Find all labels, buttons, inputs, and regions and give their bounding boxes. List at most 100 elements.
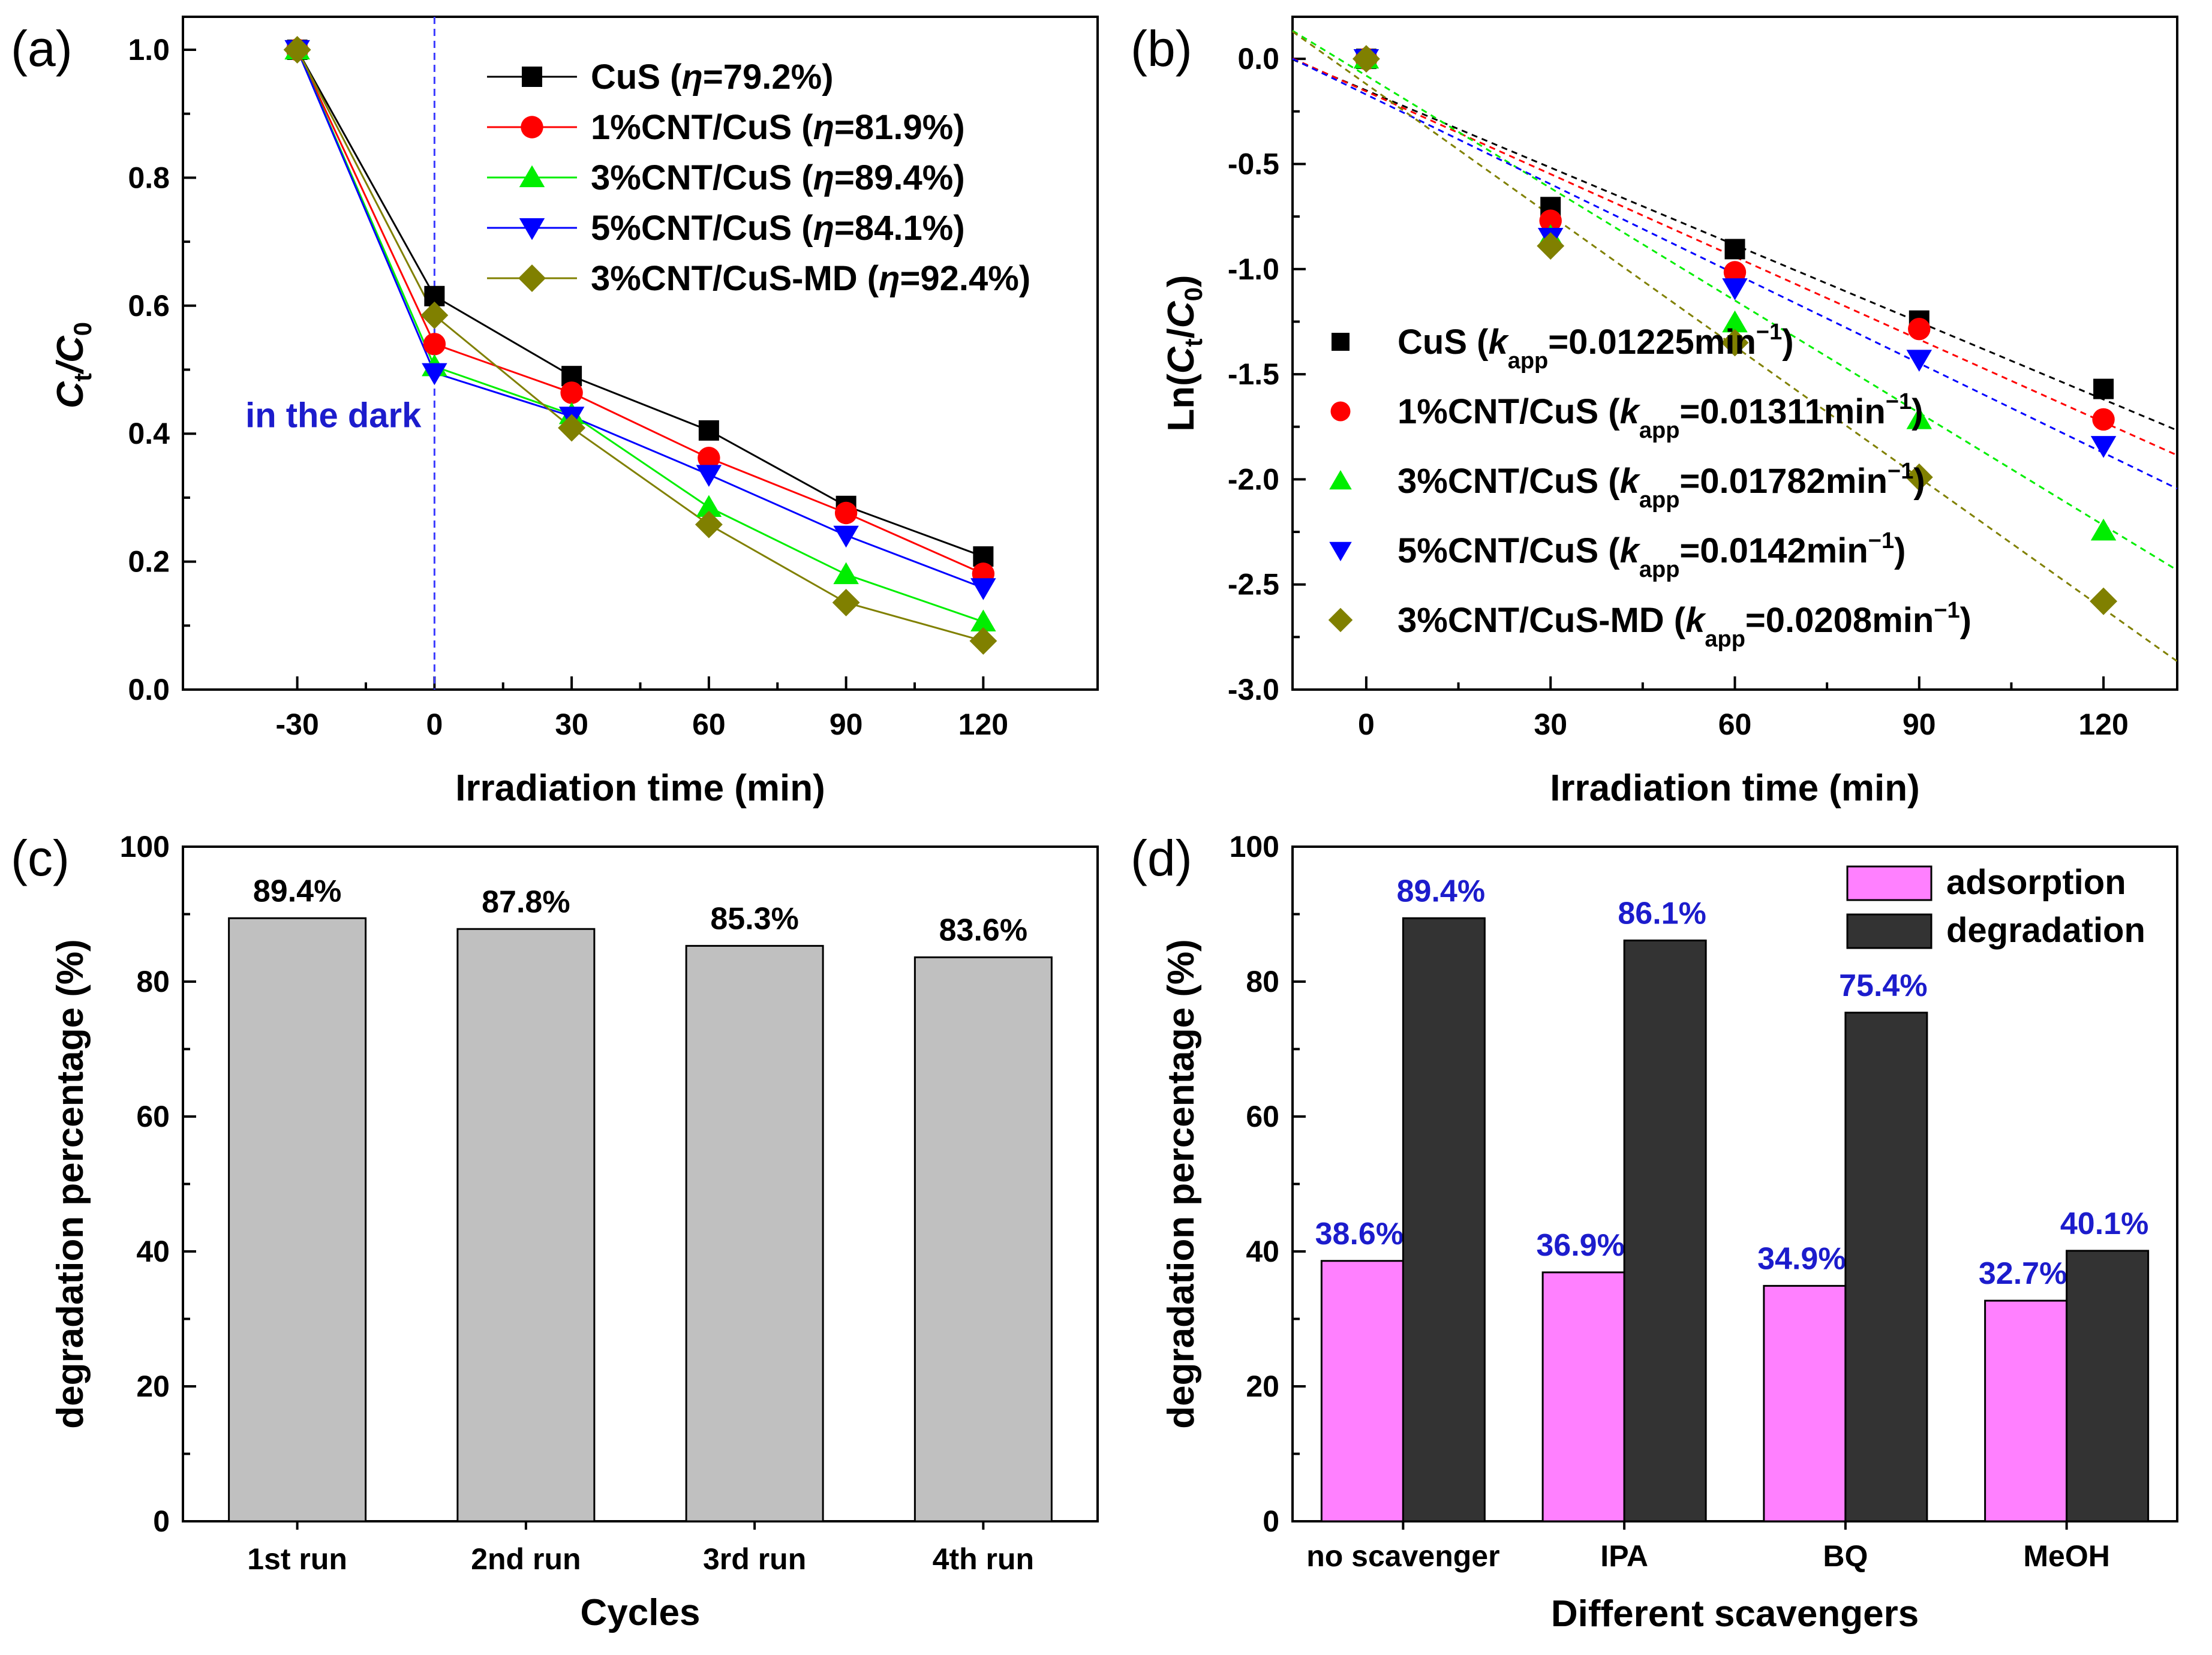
legend-entry-3pctcnt-cus-md: 3%CNT/CuS-MD (kapp=0.0208min−1) bbox=[1397, 598, 1971, 652]
x-tick-label: 0 bbox=[1358, 708, 1375, 741]
bar-value-label: 83.6% bbox=[939, 913, 1027, 948]
data-point-3pctcnt-cus-md bbox=[1537, 232, 1565, 260]
legend-marker bbox=[1330, 401, 1351, 422]
x-tick-label: 60 bbox=[1718, 708, 1752, 741]
panel-a: (a) 0.0 0.2 0.4 0.6 0.8 1.0 -30 0 30 60 90 120 Irradi… bbox=[11, 16, 1099, 809]
legend-marker bbox=[522, 67, 542, 87]
y-tick-label: 0.6 bbox=[128, 289, 170, 323]
panel-b: (b) 0.0 -0.5 -1.0 -1.5 -2.0 -2.5 -3.0 0 30 60 90 120… bbox=[1131, 16, 2178, 809]
bar-4th-run bbox=[913, 956, 1053, 1522]
legend-entry-degradation: degradation bbox=[1946, 911, 2145, 950]
y-tick-label: 60 bbox=[136, 1100, 170, 1133]
y-axis-label: Ln(Ct/C0) bbox=[1161, 275, 1207, 431]
y-tick-label: 0.0 bbox=[128, 673, 170, 706]
bar-degradation-bq bbox=[1844, 1012, 1928, 1522]
data-point-1pctcnt-cus bbox=[423, 333, 446, 356]
x-tick-label: 60 bbox=[692, 708, 726, 741]
y-tick-label: 100 bbox=[1230, 830, 1279, 863]
data-point-3pctcnt-cus-md bbox=[420, 301, 449, 329]
data-point-3pctcnt-cus bbox=[1722, 310, 1748, 333]
data-point-cus bbox=[2093, 378, 2114, 399]
x-tick-label: 4th run bbox=[933, 1542, 1034, 1576]
data-point-1pctcnt-cus bbox=[698, 447, 720, 470]
data-point-3pctcnt-cus-md bbox=[2090, 587, 2118, 615]
fit-line-5pctcnt-cus bbox=[1292, 58, 2178, 490]
bar-value-label: 38.6% bbox=[1315, 1217, 1403, 1251]
bar-value-label: 32.7% bbox=[1979, 1256, 2067, 1291]
data-point-5pctcnt-cus bbox=[2090, 436, 2117, 458]
bar-1st-run bbox=[228, 917, 367, 1522]
bar-2nd-run bbox=[456, 928, 596, 1522]
x-tick-label: 120 bbox=[2078, 708, 2128, 741]
data-point-3pctcnt-cus bbox=[696, 495, 722, 517]
series-line-3pctcnt-cus-md bbox=[296, 49, 984, 642]
legend-entry-3pctcnt-cus-md: 3%CNT/CuS-MD (η=92.4%) bbox=[591, 259, 1030, 298]
y-tick-label: -2.5 bbox=[1228, 568, 1279, 601]
legend-entry-3pctcnt-cus: 3%CNT/CuS (η=89.4%) bbox=[591, 158, 965, 197]
series-line-cus bbox=[296, 49, 984, 558]
legend-entry-5pctcnt-cus: 5%CNT/CuS (η=84.1%) bbox=[591, 209, 965, 248]
data-point-5pctcnt-cus bbox=[422, 363, 447, 386]
bar-value-label: 40.1% bbox=[2060, 1206, 2148, 1241]
panel-label: (d) bbox=[1131, 830, 1192, 886]
bar-value-label: 85.3% bbox=[710, 901, 798, 936]
legend-entry-1pctcnt-cus: 1%CNT/CuS (η=81.9%) bbox=[591, 108, 965, 147]
x-tick-label: 0 bbox=[426, 708, 443, 741]
y-axis-label: degradation percentage (%) bbox=[1161, 939, 1202, 1428]
x-tick-label: MeOH bbox=[2023, 1539, 2109, 1573]
x-tick-label: 2nd run bbox=[471, 1542, 581, 1576]
y-tick-label: 0.8 bbox=[128, 161, 170, 194]
bar-degradation-ipa bbox=[1623, 939, 1707, 1522]
x-tick-label: 120 bbox=[958, 708, 1008, 741]
legend-entry-3pctcnt-cus: 3%CNT/CuS (kapp=0.01782min−1) bbox=[1397, 459, 1925, 513]
panel-label: (c) bbox=[11, 830, 70, 886]
data-point-1pctcnt-cus bbox=[1908, 317, 1931, 341]
legend-marker bbox=[519, 165, 545, 188]
data-point-3pctcnt-cus-md bbox=[695, 510, 723, 538]
bar-value-label: 86.1% bbox=[1618, 896, 1706, 931]
dark-annotation: in the dark bbox=[245, 396, 422, 435]
legend-entry-1pctcnt-cus: 1%CNT/CuS (kapp=0.01311min−1) bbox=[1397, 389, 1924, 443]
bar-adsorption-meoh bbox=[1984, 1299, 2068, 1522]
bar-value-label: 75.4% bbox=[1839, 968, 1927, 1003]
legend-swatch-degradation bbox=[1846, 913, 1933, 949]
data-point-1pctcnt-cus bbox=[560, 381, 583, 404]
data-point-3pctcnt-cus-md bbox=[1905, 463, 1933, 491]
legend-marker bbox=[1332, 333, 1350, 351]
y-axis-label: degradation percentage (%) bbox=[50, 939, 91, 1428]
data-point-3pctcnt-cus bbox=[833, 562, 859, 585]
y-tick-label: 60 bbox=[1246, 1100, 1279, 1133]
series-line-5pctcnt-cus bbox=[296, 49, 984, 589]
legend-marker bbox=[1329, 470, 1352, 490]
x-axis-label: Irradiation time (min) bbox=[455, 768, 825, 809]
y-tick-label: 40 bbox=[1246, 1235, 1279, 1268]
bar-value-label: 89.4% bbox=[253, 874, 341, 908]
legend-entry-5pctcnt-cus: 5%CNT/CuS (kapp=0.0142min−1) bbox=[1397, 528, 1906, 582]
data-point-3pctcnt-cus-md bbox=[969, 627, 997, 655]
data-point-3pctcnt-cus-md bbox=[1721, 329, 1749, 357]
legend-entry-adsorption: adsorption bbox=[1946, 863, 2126, 902]
bar-value-label: 89.4% bbox=[1397, 874, 1485, 908]
data-point-1pctcnt-cus bbox=[2092, 408, 2115, 431]
panel-c: (c) 0 20 40 60 80 100 89.4% 1st run 87.8% 2nd run 8… bbox=[11, 830, 1099, 1633]
x-tick-label: 1st run bbox=[247, 1542, 347, 1576]
data-point-3pctcnt-cus-md bbox=[558, 414, 586, 442]
series-line-3pctcnt-cus bbox=[296, 49, 984, 623]
legend-marker bbox=[519, 218, 545, 240]
x-axis-label: Irradiation time (min) bbox=[1550, 768, 1920, 809]
bar-adsorption-bq bbox=[1763, 1284, 1847, 1522]
data-point-3pctcnt-cus bbox=[2090, 518, 2117, 541]
x-axis-label: Cycles bbox=[581, 1592, 701, 1633]
y-tick-label: 80 bbox=[136, 965, 170, 998]
bar-value-label: 34.9% bbox=[1757, 1241, 1846, 1276]
y-tick-label: 100 bbox=[120, 830, 170, 863]
y-tick-label: -1.0 bbox=[1228, 252, 1279, 286]
x-tick-label: 3rd run bbox=[703, 1542, 806, 1576]
data-point-3pctcnt-cus-md bbox=[832, 588, 860, 616]
x-tick-label: no scavenger bbox=[1306, 1539, 1499, 1573]
panel-label: (a) bbox=[11, 20, 73, 77]
data-point-3pctcnt-cus bbox=[1906, 407, 1933, 429]
legend-marker bbox=[1328, 607, 1353, 633]
data-point-5pctcnt-cus bbox=[970, 578, 996, 600]
x-tick-label: 90 bbox=[1903, 708, 1936, 741]
